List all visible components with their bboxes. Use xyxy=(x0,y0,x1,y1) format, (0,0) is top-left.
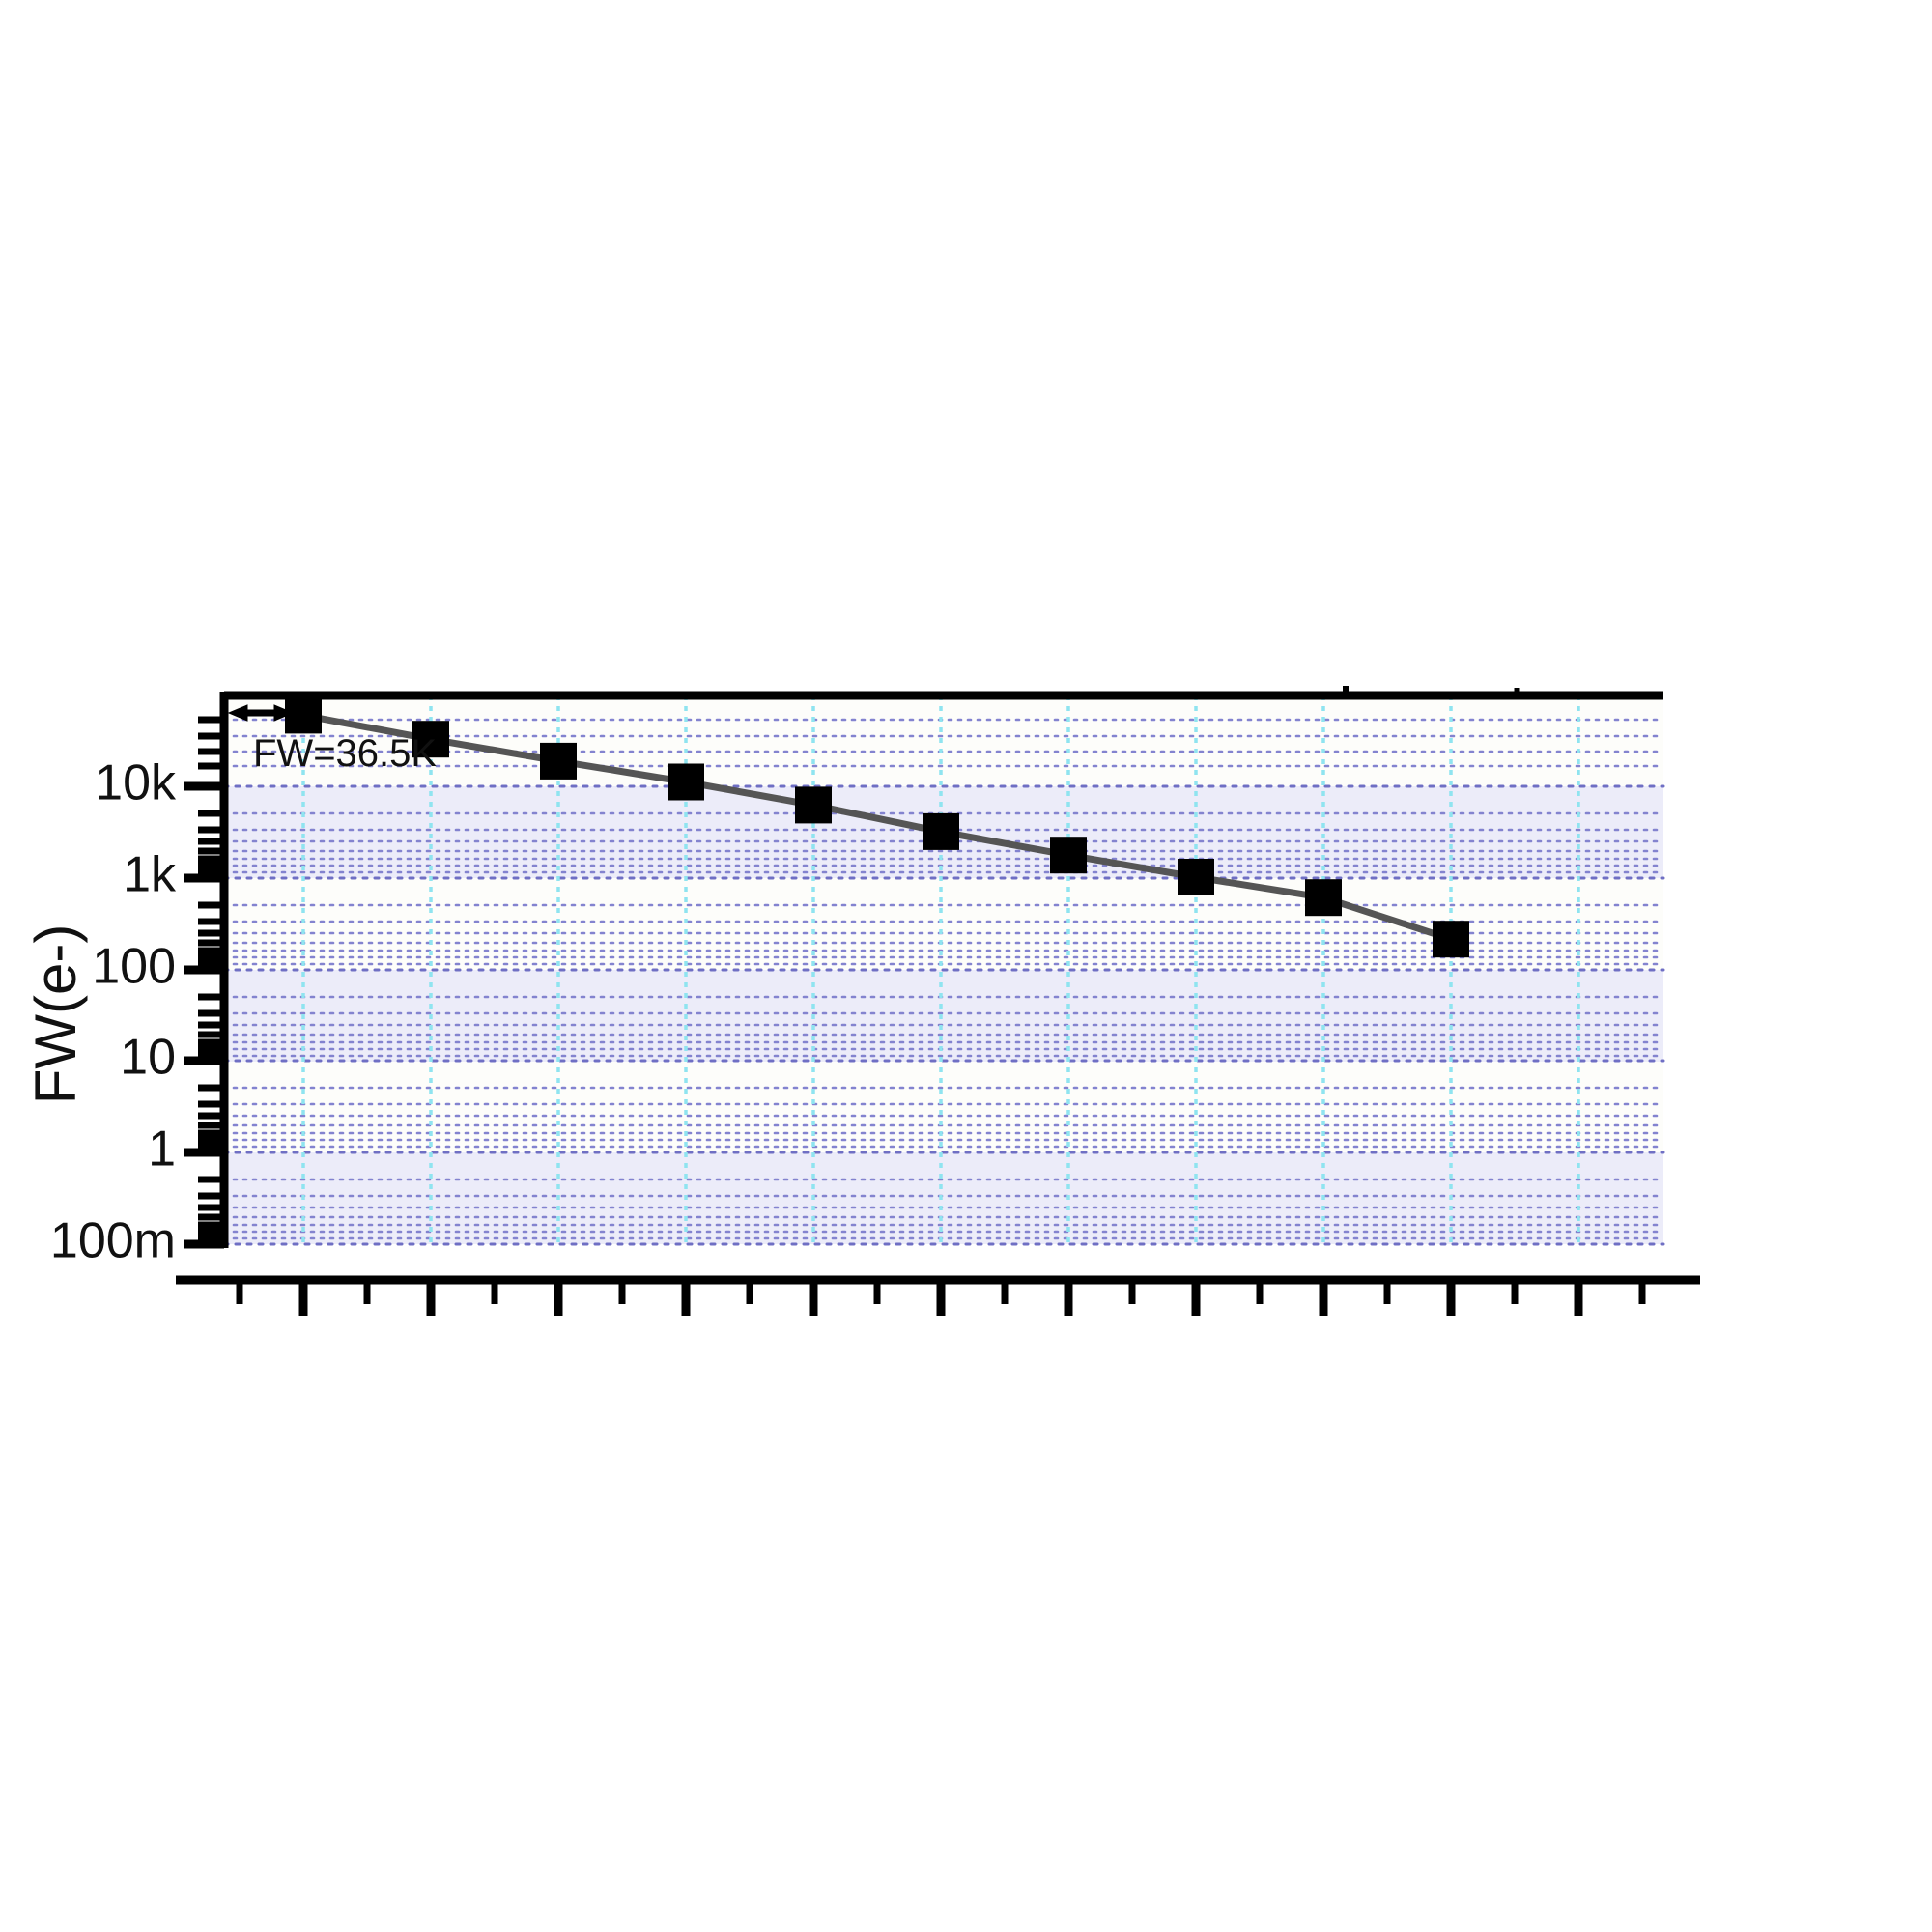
data-point-marker xyxy=(1178,859,1214,895)
y-axis-major-ticks xyxy=(184,781,224,1249)
grid-vertical xyxy=(301,696,1580,1244)
y-tick-label-100m: 100m xyxy=(50,1213,176,1269)
data-point-marker xyxy=(795,786,832,824)
double-arrow-icon xyxy=(227,704,295,722)
data-point-marker xyxy=(923,812,959,850)
y-tick-label-10k: 10k xyxy=(95,755,177,811)
data-point-marker xyxy=(1305,879,1342,917)
y-tick-label-1k: 1k xyxy=(123,847,177,903)
series-markers xyxy=(285,696,1469,958)
series-line xyxy=(302,711,1453,943)
fw-value-annotation: FW=36.5K xyxy=(253,732,437,775)
data-point-marker xyxy=(540,742,577,780)
y-tick-label-1: 1 xyxy=(148,1122,176,1178)
y-tick-label-100: 100 xyxy=(92,939,176,995)
y-axis-minor-ticks xyxy=(198,716,224,1242)
data-point-marker xyxy=(1433,921,1469,958)
grid-decade-bands xyxy=(224,786,1663,1244)
grid-horizontal-major xyxy=(222,784,1665,1246)
x-axis-minor-ticks xyxy=(236,1280,1646,1304)
data-point-marker xyxy=(1050,837,1087,874)
y-tick-label-10: 10 xyxy=(120,1030,176,1086)
data-point-marker xyxy=(668,763,704,801)
data-point-marker xyxy=(412,721,449,758)
y-axis-title: FW(e-) xyxy=(23,924,88,1105)
data-point-marker xyxy=(285,696,322,734)
x-axis-major-ticks xyxy=(298,1280,1583,1316)
